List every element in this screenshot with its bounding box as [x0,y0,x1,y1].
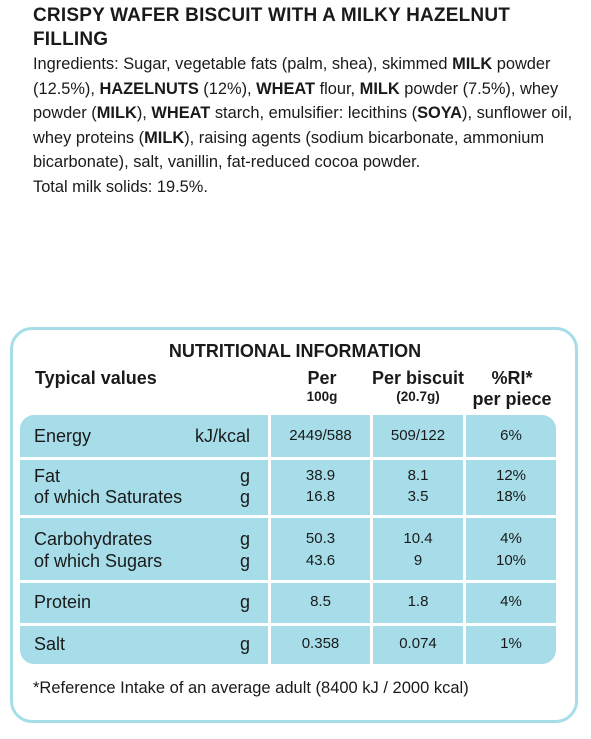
row-unit-energy: kJ/kcal [194,426,250,446]
carbs-biscuit: 10.4 [403,530,433,547]
col-per-100g-sub: 100g [306,389,338,404]
row-fat-band [20,460,556,515]
row-unit-salt: g [239,634,250,654]
ingredients-list: Ingredients: Sugar, vegetable fats (palm… [33,55,572,171]
allergen-term: WHEAT [256,79,316,98]
sugars-per100: 43.6 [305,552,336,569]
salt-per100: 0.358 [301,635,340,652]
allergen-term: MILK [359,79,400,98]
ingredient-text: powder (12.5%), [33,55,551,98]
carbs-ri: 4% [500,530,522,547]
row-unit-sugars: g [239,551,250,571]
col-per-biscuit: Per biscuit [371,368,465,388]
ingredient-text: starch, emulsifier: lecithins ( [210,104,418,122]
nutrition-heading: NUTRITIONAL INFORMATION [168,341,422,361]
allergen-term: MILK [452,55,493,73]
fat-biscuit: 8.1 [407,467,429,484]
col-typical-values: Typical values [35,368,157,388]
col-divider [463,415,466,664]
row-carbs-band [20,518,556,580]
row-label-sugars: of which Sugars [34,551,163,571]
row-energy-band [20,415,556,457]
ingredient-text: powder (7.5%), whey powder ( [33,79,559,123]
saturates-biscuit: 3.5 [407,488,429,505]
salt-biscuit: 0.074 [399,635,437,652]
row-protein-band [20,583,556,623]
energy-per100: 2449/588 [289,427,352,444]
ingredient-text: ), [136,104,152,122]
row-label-saturates: of which Saturates [34,487,183,507]
sugars-ri: 10% [495,552,527,569]
ingredient-text: Ingredients: Sugar, vegetable fats (palm… [33,55,453,73]
ingredient-text: flour, [315,79,360,98]
ingredients-text: Ingredients: Sugar, vegetable fats (palm… [33,52,578,199]
ingredient-text: (12%), [198,79,257,98]
row-unit-protein: g [239,592,250,612]
energy-biscuit: 509/122 [390,427,446,444]
col-per-100g: Per [307,368,337,388]
allergen-term: MILK [96,104,137,122]
col-divider [370,415,373,664]
row-unit-carbs: g [239,529,250,549]
row-label-carbs: Carbohydrates [34,529,153,549]
fat-ri: 12% [495,467,527,484]
fat-per100: 38.9 [305,467,336,484]
saturates-ri: 18% [495,488,527,505]
col-divider [268,415,271,664]
col-per-biscuit-sub: (20.7g) [396,389,440,404]
carbs-per100: 50.3 [305,530,336,547]
row-salt-band [20,626,556,664]
row-unit-fat: g [239,466,250,486]
col-ri: %RI* [491,368,533,388]
reference-intake-footnote: *Reference Intake of an average adult (8… [33,679,469,697]
row-label-protein: Protein [34,592,92,612]
energy-ri: 6% [500,427,522,444]
row-unit-saturates: g [239,487,250,507]
col-ri-sub: per piece [472,389,552,409]
milk-solids: Total milk solids: 19.5%. [33,177,208,196]
protein-ri: 4% [500,593,522,610]
allergen-term: SOYA [417,104,463,122]
row-label-fat: Fat [34,466,61,486]
row-label-energy: Energy [34,426,92,446]
protein-per100: 8.5 [310,593,331,610]
allergen-term: MILK [144,128,185,147]
protein-biscuit: 1.8 [407,593,429,610]
allergen-term: HAZELNUTS [99,79,199,98]
sugars-biscuit: 9 [413,552,423,569]
salt-ri: 1% [500,635,522,652]
product-title: CRISPY WAFER BISCUIT WITH A MILKY HAZELN… [33,5,511,50]
ingredient-text: ), raising agents (sodium bicarbonate, a… [33,128,545,172]
saturates-per100: 16.8 [305,488,336,505]
row-label-salt: Salt [34,634,66,654]
ingredient-text: ), sunflower oil, whey proteins ( [33,104,573,147]
allergen-term: WHEAT [151,104,211,122]
